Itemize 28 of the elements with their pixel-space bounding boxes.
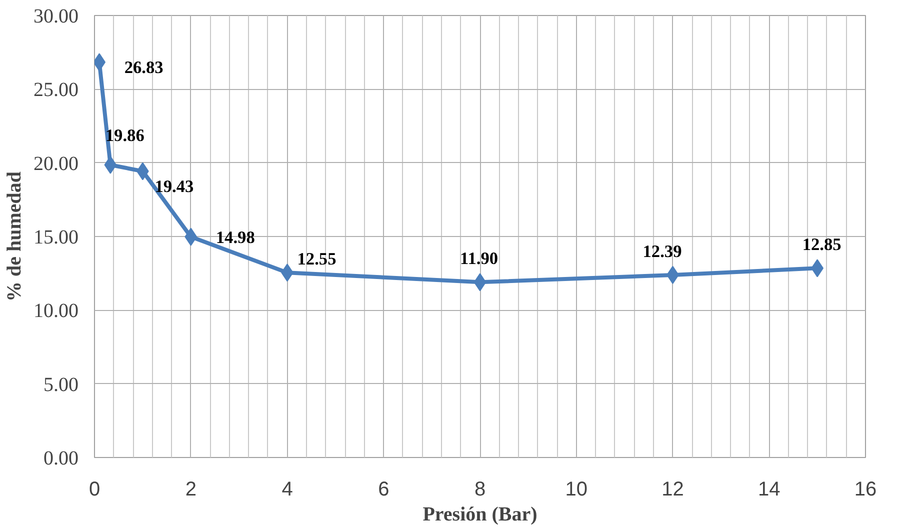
- x-tick-label: 14: [758, 478, 780, 500]
- point: [474, 273, 486, 292]
- x-tick-label: 2: [185, 478, 196, 500]
- data-label: 12.55: [297, 250, 337, 269]
- data-label: 12.39: [642, 242, 682, 261]
- data-label: 19.43: [154, 177, 194, 196]
- x-tick-label: 0: [88, 478, 100, 500]
- x-tick-label: 8: [474, 478, 486, 500]
- y-tick-label: 30.00: [34, 6, 78, 28]
- data-label: 14.98: [216, 228, 256, 247]
- x-tick-label: 4: [282, 478, 293, 500]
- data-label: 12.85: [802, 235, 842, 254]
- y-tick-label: 0.00: [44, 448, 78, 470]
- point: [104, 156, 117, 174]
- x-tick-label: 16: [854, 478, 877, 500]
- data-label: 11.90: [460, 249, 498, 268]
- point: [184, 228, 198, 246]
- x-tick-label: 12: [662, 478, 684, 500]
- y-axis-title: % de humedad: [4, 171, 26, 302]
- x-axis-title: Presión (Bar): [422, 504, 538, 526]
- y-tick-label: 20.00: [34, 152, 78, 175]
- y-tick-label: 15.00: [34, 226, 78, 248]
- y-tick-label: 25.00: [34, 79, 78, 102]
- data-label: 26.83: [124, 58, 164, 78]
- x-tick-label: 6: [378, 478, 390, 500]
- y-tick-label: 10.00: [34, 300, 78, 322]
- x-tick-label: 10: [565, 478, 588, 500]
- y-tick-label: 5.00: [44, 374, 78, 396]
